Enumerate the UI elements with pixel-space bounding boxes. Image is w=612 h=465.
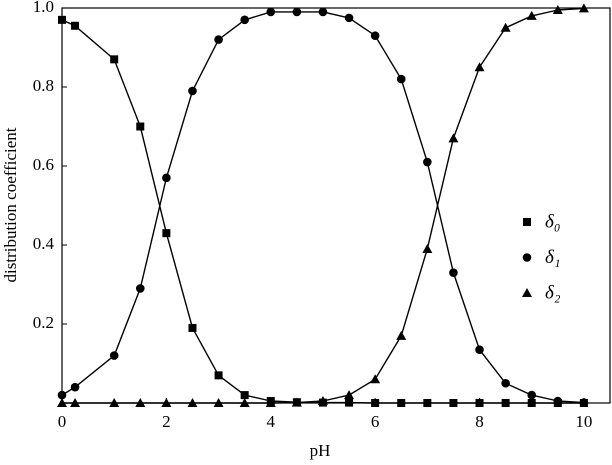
data-point	[110, 55, 119, 64]
data-point	[58, 15, 66, 24]
data-point	[70, 382, 80, 392]
series-line	[61, 19, 584, 404]
data-point	[552, 4, 563, 14]
data-point	[474, 62, 485, 72]
data-point	[57, 390, 67, 400]
data-point	[240, 391, 249, 400]
data-point	[57, 398, 67, 407]
x-tick-label: 4	[267, 412, 276, 431]
data-point	[553, 396, 563, 406]
legend-label: δ₀	[545, 211, 560, 232]
legend-label: δ₂	[545, 282, 561, 303]
legend-marker	[522, 253, 532, 262]
data-point	[109, 398, 120, 407]
data-point	[292, 7, 302, 17]
data-point	[579, 398, 589, 407]
x-tick-label: 10	[575, 412, 592, 431]
data-point	[291, 397, 302, 407]
data-point	[318, 7, 328, 17]
y-axis-label: distribution coefficient	[1, 127, 20, 282]
data-point	[188, 323, 197, 332]
data-point	[345, 398, 354, 407]
data-point	[500, 22, 511, 32]
data-point	[71, 21, 80, 30]
data-point	[526, 10, 537, 20]
data-point	[527, 390, 537, 400]
data-point	[396, 74, 406, 84]
data-point	[501, 399, 510, 407]
data-point	[265, 398, 276, 407]
data-point	[187, 398, 198, 407]
y-tick-label: 0.6	[33, 155, 54, 174]
data-point	[317, 396, 328, 406]
x-axis-label: pH	[310, 441, 331, 460]
series-line	[62, 7, 584, 404]
data-point	[578, 3, 589, 13]
y-tick-label: 0.4	[33, 234, 55, 253]
plot-frame	[61, 7, 611, 404]
data-point	[475, 345, 484, 354]
data-point	[70, 398, 81, 407]
data-point	[109, 351, 119, 360]
data-point	[396, 330, 407, 340]
legend-marker	[523, 218, 531, 226]
data-point	[266, 7, 276, 17]
data-point	[423, 157, 432, 167]
data-point	[397, 399, 406, 407]
data-point	[475, 399, 484, 407]
x-tick-label: 2	[162, 412, 171, 431]
data-point	[214, 371, 223, 380]
data-point	[214, 35, 223, 44]
data-point	[135, 284, 145, 293]
data-point	[188, 86, 197, 96]
x-tick-label: 6	[371, 412, 380, 431]
legend-label: δ₁	[545, 247, 560, 268]
y-tick-label: 0.2	[33, 313, 54, 332]
data-point	[422, 243, 433, 253]
data-point	[344, 390, 355, 400]
data-point	[136, 122, 145, 131]
data-point	[240, 15, 249, 25]
legend-marker	[522, 288, 532, 297]
data-point	[370, 31, 380, 40]
y-tick-label: 1.0	[33, 0, 54, 16]
x-tick-label: 0	[58, 412, 67, 431]
x-tick-label: 8	[475, 412, 484, 431]
data-point	[344, 13, 354, 23]
data-point	[371, 399, 380, 407]
data-point	[370, 374, 381, 384]
data-point	[448, 133, 459, 143]
data-point	[135, 398, 146, 407]
data-point	[501, 378, 510, 388]
data-point	[527, 399, 536, 407]
series-line	[61, 11, 584, 404]
data-point	[239, 398, 250, 407]
data-point	[449, 399, 458, 407]
data-point	[162, 173, 171, 183]
data-point	[162, 229, 171, 238]
data-point	[423, 399, 432, 407]
y-tick-label: 0.8	[33, 76, 54, 95]
data-point	[161, 398, 172, 407]
data-point	[213, 398, 224, 407]
data-point	[449, 268, 458, 277]
